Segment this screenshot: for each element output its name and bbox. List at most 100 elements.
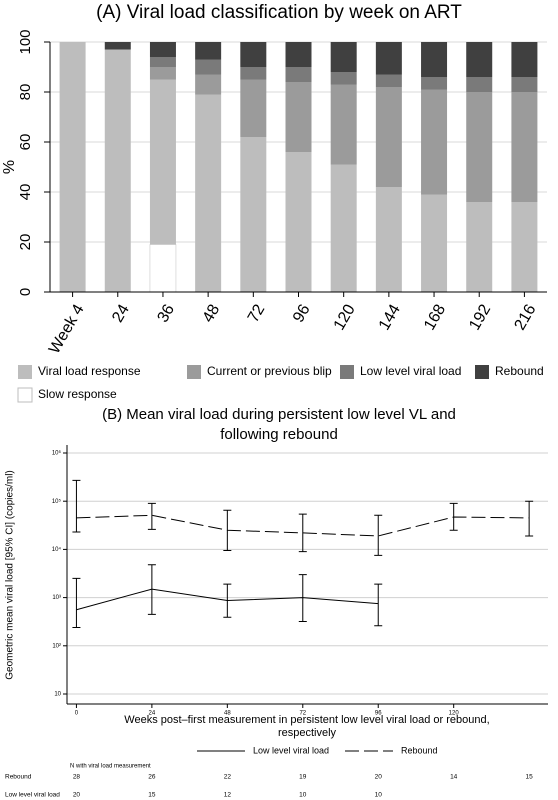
x-tick-label: 36 [154, 302, 178, 326]
x-tick-label: 216 [511, 302, 539, 334]
chart-title: following rebound [220, 426, 338, 443]
table-row-label: Rebound [5, 774, 32, 781]
x-tick-label: 72 [245, 302, 269, 326]
x-tick-label: 144 [376, 302, 404, 334]
y-tick-label: 100 [17, 29, 34, 54]
legend-label: Current or previous blip [207, 364, 332, 378]
y-tick-label: 20 [17, 234, 34, 251]
error-bar [72, 577, 81, 628]
x-tick-label: 120 [449, 711, 460, 717]
table-cell: 28 [73, 774, 81, 781]
bar-segment [466, 202, 493, 292]
x-tick-label: 120 [331, 302, 359, 334]
x-tick-label: 72 [299, 711, 306, 717]
bar-segment [375, 187, 402, 292]
y-tick-label: 10⁴ [52, 546, 62, 553]
table-cell: 15 [148, 792, 156, 799]
y-axis-label: % [1, 160, 18, 174]
table-cell: 15 [526, 774, 534, 781]
bar-segment [511, 92, 538, 202]
series-line [76, 588, 379, 611]
bar-segment [421, 42, 448, 77]
legend-label: Viral load response [38, 364, 141, 378]
legend-label: Low level viral load [360, 364, 461, 378]
bar-segment [195, 74, 222, 95]
y-tick-label: 60 [17, 134, 34, 151]
bar-segment [421, 89, 448, 195]
x-tick-label: 96 [290, 302, 314, 326]
bar-segment [195, 94, 222, 292]
error-bar [72, 479, 81, 533]
bar-segment [240, 67, 267, 80]
bar-segment [240, 42, 267, 67]
bar-segment [149, 79, 176, 245]
y-tick-label: 40 [17, 184, 34, 201]
error-bar [525, 500, 534, 537]
bar-segment [330, 42, 357, 72]
bar-segment [195, 59, 222, 75]
y-tick-label: 10⁶ [52, 450, 62, 457]
bar-segment [240, 79, 267, 137]
table-cell: 10 [299, 792, 307, 799]
table-cell: 19 [299, 774, 307, 781]
bar-segment [466, 77, 493, 92]
bar-segment [330, 84, 357, 165]
bar-segment [285, 82, 312, 152]
bar-segment [285, 42, 312, 67]
x-axis-label: respectively [278, 727, 337, 739]
y-tick-label: 10 [54, 692, 61, 698]
x-tick-label: 48 [224, 711, 231, 717]
error-bar [374, 514, 383, 556]
legend-label: Slow response [38, 387, 117, 401]
y-tick-label: 80 [17, 84, 34, 101]
error-bar [147, 502, 156, 530]
legend-swatch [18, 365, 32, 379]
bar-segment [104, 42, 131, 50]
y-axis-label: Geometric mean viral load [95% CI] (copi… [5, 470, 16, 680]
bar-segment [149, 244, 177, 293]
chart-title: (B) Mean viral load during persistent lo… [102, 406, 456, 423]
bar-segment [330, 72, 357, 85]
bar-segment [421, 194, 448, 292]
bar-segment [59, 42, 86, 292]
bar-segment [466, 92, 493, 202]
bar-segment [285, 152, 312, 292]
legend-label: Low level viral load [253, 745, 329, 755]
bar-segment [149, 42, 176, 57]
bar-segment [195, 42, 222, 60]
x-axis-label: Weeks post–first measurement in persiste… [124, 714, 489, 726]
x-tick-label: 24 [149, 711, 156, 717]
bar-segment [511, 202, 538, 292]
bar-segment [104, 49, 131, 292]
bar-segment [285, 67, 312, 82]
error-bar [298, 513, 307, 553]
legend-swatch [340, 365, 354, 379]
legend-swatch [17, 387, 33, 403]
table-cell: 14 [450, 774, 458, 781]
y-tick-label: 10⁵ [52, 498, 62, 505]
table-cell: 26 [148, 774, 156, 781]
y-tick-label: 0 [17, 288, 34, 296]
legend-swatch [475, 365, 489, 379]
bar-segment [240, 137, 267, 292]
bar-segment [149, 57, 176, 67]
chart-title: (A) Viral load classification by week on… [96, 2, 462, 23]
x-tick-label: Week 4 [46, 302, 88, 357]
bar-segment [375, 42, 402, 75]
series-line [76, 514, 530, 537]
x-tick-label: 24 [109, 302, 133, 326]
y-tick-label: 10² [52, 643, 61, 649]
table-title: N with viral load measurement [70, 764, 151, 770]
table-row-label: Low level viral load [5, 792, 60, 799]
bar-segment [511, 77, 538, 92]
table-cell: 10 [375, 792, 383, 799]
table-cell: 22 [224, 774, 232, 781]
legend-swatch [187, 365, 201, 379]
x-tick-label: 48 [200, 302, 224, 326]
table-cell: 12 [224, 792, 232, 799]
bar-segment [375, 74, 402, 87]
bar-segment [466, 42, 493, 77]
x-tick-label: 168 [421, 302, 449, 334]
bar-segment [375, 87, 402, 187]
x-tick-label: 0 [75, 711, 79, 717]
